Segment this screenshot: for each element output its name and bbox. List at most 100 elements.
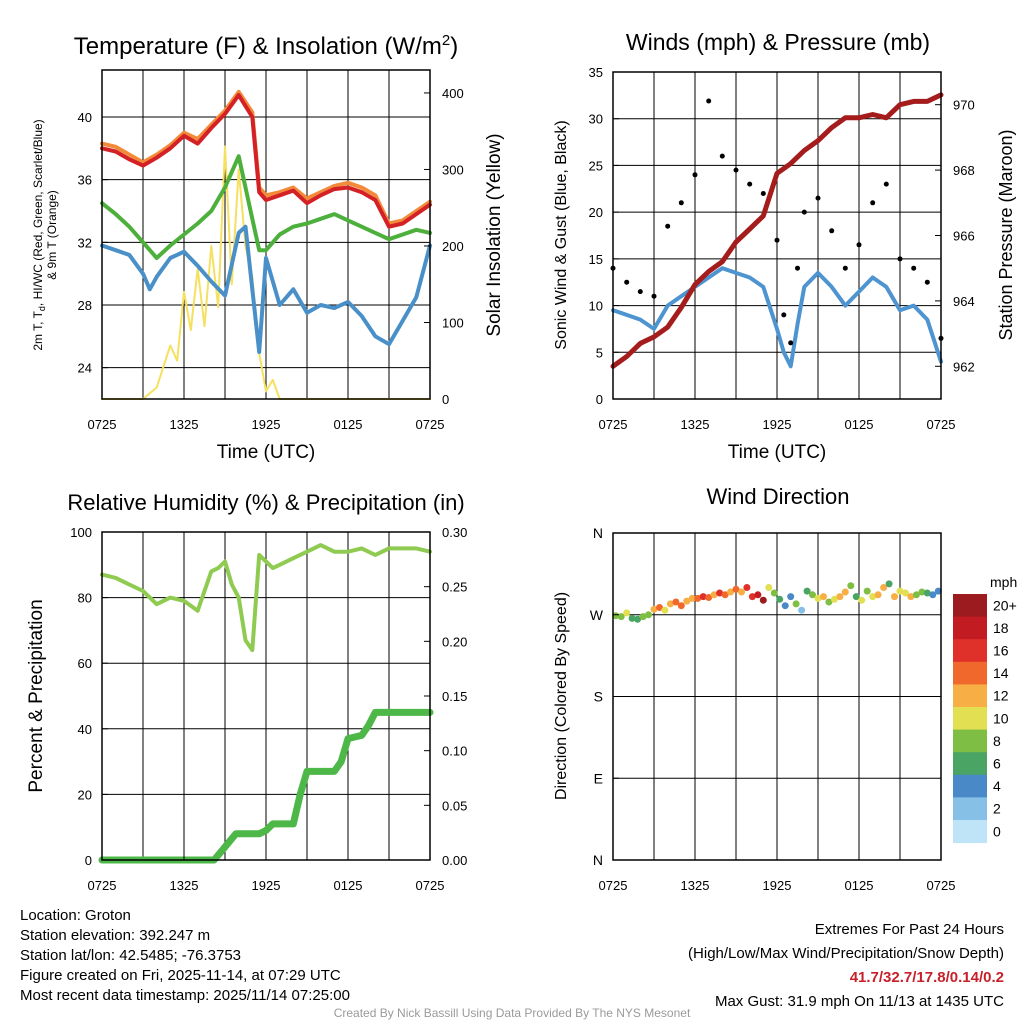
credit-line: Created By Nick Bassill Using Data Provi… [333,1006,691,1020]
gust-point [624,279,630,285]
direction-point [617,613,625,621]
gust-point [706,98,712,104]
direction-point [836,593,844,601]
direction-point [869,593,877,601]
y-tick-label: 30 [589,112,603,127]
gust-point [719,153,725,159]
y-tick-label: 20 [78,787,92,802]
gust-point [870,200,876,206]
temp-y-label-right: Solar Insolation (Yellow) [484,133,505,336]
gust-point [692,172,698,178]
station-latlon: Station lat/lon: 42.5485; -76.3753 [20,947,242,964]
temp-title-close: ) [450,33,458,60]
x-tick-label: 0125 [334,417,363,432]
direction-point [716,589,724,597]
direction-point [918,588,926,596]
direction-point [661,606,669,614]
gust-point [637,289,643,295]
colorbar-label: 6 [993,756,1001,772]
y-tick-label: 20 [589,205,603,220]
direction-point [699,593,707,601]
panel-winds: Winds (mph) & Pressure (mb) 0725 1325 1925… [553,29,1016,463]
y-tick-label: 35 [589,65,603,80]
y-tick-label: 40 [78,722,92,737]
colorbar-swatch [953,594,987,618]
colorbar-swatch [953,616,987,640]
insolation-line [101,145,431,400]
direction-point [639,613,647,621]
direction-point [858,596,866,604]
gust-point [815,195,821,201]
colorbar-label: 14 [993,665,1009,681]
x-tick-label: 0725 [927,878,956,893]
colorbar-label: 10 [993,710,1009,726]
gust-point [883,181,889,187]
temp-series [100,89,432,400]
direction-point [732,585,740,593]
y-right-tick-label: 200 [442,239,464,254]
extremes-title: Extremes For Past 24 Hours [814,921,1004,938]
direction-point [896,587,904,595]
colorbar-label: 2 [993,801,1001,817]
direction-point [645,611,652,619]
colorbar-label: 8 [993,733,1001,749]
direction-point [830,595,838,603]
y-right-tick-label: 0.30 [442,525,467,540]
temp-x-label: Time (UTC) [217,442,316,463]
direction-point [934,587,942,595]
precipitation-line [98,708,434,864]
sonic-wind-line [611,266,943,369]
y-tick-label: 25 [589,158,603,173]
temp-title-superscript: 2 [442,32,450,49]
direction-point [634,615,642,623]
y-tick-label: 32 [78,235,92,250]
pressure-line [610,92,944,369]
direction-point [781,602,789,610]
direction-point [803,587,811,595]
direction-point [683,597,691,605]
y-tick-label: 5 [596,345,603,360]
x-tick-label: 0125 [334,878,363,893]
rh-series [98,543,434,864]
direction-point [814,594,822,602]
direction-point [694,594,702,602]
y-tick-label: 0 [85,853,92,868]
station-elevation: Station elevation: 392.247 m [20,927,211,944]
direction-point [759,596,767,604]
direction-point [672,598,680,606]
y-tick-label: 40 [78,110,92,125]
direction-point [743,584,751,591]
direction-point [754,591,762,599]
extremes-subtitle: (High/Low/Max Wind/Precipitation/Snow De… [688,945,1004,962]
colorbar-label: 20+ [993,597,1017,613]
x-tick-label: 0725 [599,878,628,893]
gust-point [774,237,780,243]
dewpoint-line [100,224,432,354]
direction-point [792,600,800,608]
y-right-tick-label: 0.10 [442,744,467,759]
wind-series [610,92,944,369]
x-tick-label: 1325 [170,878,199,893]
panel-temperature: Temperature (F) & Insolation (W/m2) 0725… [31,32,505,463]
y-tick-label: W [590,607,604,623]
gust-point [924,279,930,285]
direction-point [923,589,931,597]
colorbar-swatch [953,752,987,776]
gust-point [760,191,766,196]
y-right-tick-label: 0 [442,392,449,407]
x-tick-label: 0725 [88,417,117,432]
temp-ticks: 0725 1325 1925 0125 072524283236400100200300… [78,86,464,432]
rh-grid [102,532,430,860]
temp-grid [102,70,430,399]
direction-point [863,587,871,595]
y-tick-label: S [594,689,603,705]
y-right-tick-label: 970 [953,98,975,113]
direction-point [825,598,833,606]
x-tick-label: 1925 [252,417,281,432]
rh-chart-title: Relative Humidity (%) & Precipitation (i… [67,490,464,515]
wind-y-label-left: Sonic Wind & Gust (Blue, Black) [553,120,570,349]
y-right-tick-label: 400 [442,86,464,101]
gust-point [842,265,848,271]
colorbar-label: 18 [993,620,1009,636]
x-tick-label: 0725 [416,878,445,893]
